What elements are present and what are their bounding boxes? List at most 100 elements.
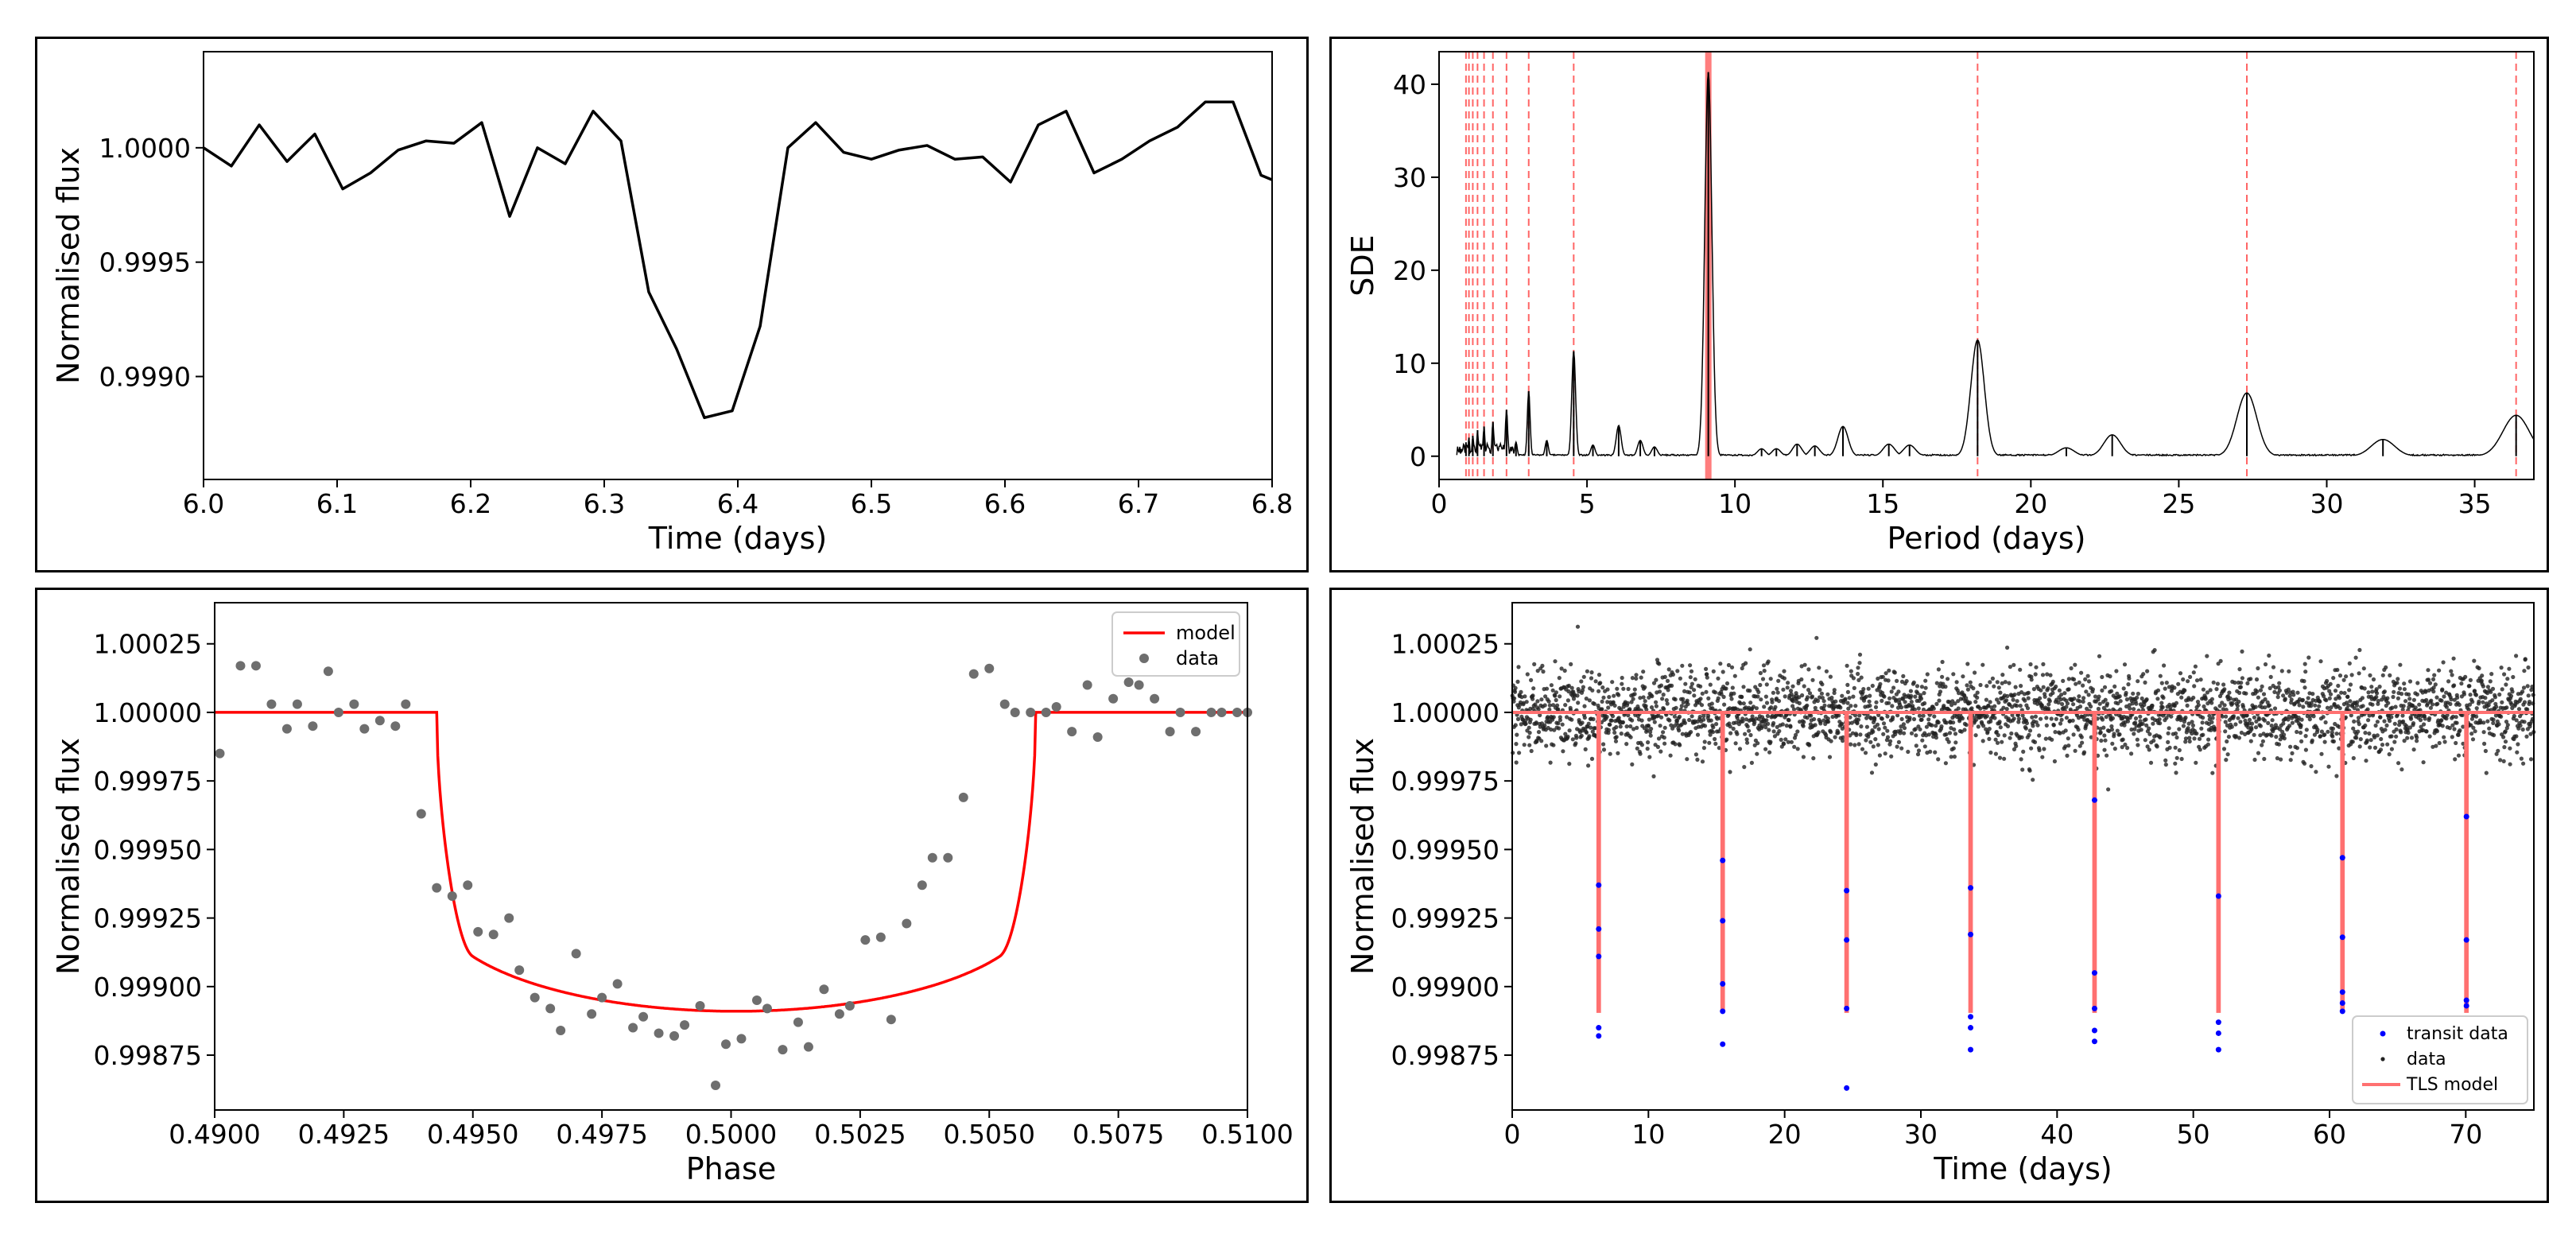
data-point [1551, 743, 1556, 747]
data-point [860, 935, 871, 945]
data-point [1596, 673, 1602, 677]
data-point [2271, 665, 2276, 669]
data-point [1767, 750, 1772, 755]
data-point [2229, 724, 2234, 729]
data-point [2139, 728, 2143, 732]
legend-model-label: model [1176, 622, 1236, 644]
data-point [1889, 689, 1894, 694]
data-point [1658, 724, 1662, 728]
data-point [1677, 714, 1682, 719]
data-point [2163, 758, 2168, 763]
x-tick-label: 6.2 [450, 488, 491, 519]
data-point [2389, 715, 2394, 720]
data-point [2424, 729, 2429, 734]
data-point [2173, 731, 2178, 736]
data-point [2522, 700, 2528, 704]
transit-data-point [2339, 1000, 2345, 1007]
data-point [2451, 656, 2456, 661]
data-point [1548, 760, 1553, 765]
data-point [1877, 753, 1882, 758]
data-point [1682, 720, 1687, 725]
data-point [2453, 757, 2458, 762]
data-point [1849, 669, 1853, 673]
data-point [1997, 755, 2003, 760]
data-point [2060, 701, 2065, 707]
data-point [1606, 705, 1611, 710]
data-point [2097, 694, 2101, 699]
data-point [1897, 697, 1902, 702]
data-point [1788, 724, 1793, 729]
data-point [2186, 679, 2190, 684]
data-point [359, 724, 370, 734]
data-point [2179, 756, 2184, 762]
data-point [1666, 688, 1670, 693]
data-point [1681, 700, 1686, 704]
x-tick-label: 6.4 [717, 488, 758, 519]
data-point [1621, 686, 1626, 691]
data-point [1589, 756, 1595, 761]
data-point [2310, 692, 2315, 697]
data-point [2050, 690, 2055, 696]
data-point [2474, 714, 2479, 719]
data-point [2357, 744, 2362, 749]
data-point [1914, 733, 1918, 738]
data-point [1702, 739, 1707, 744]
data-point [1771, 720, 1776, 726]
data-point [2432, 673, 2437, 677]
data-point [2392, 721, 2397, 726]
data-point [1807, 743, 1812, 747]
data-point [1670, 683, 1674, 688]
data-point [1922, 700, 1927, 706]
data-point [1533, 702, 1538, 707]
transit-data-point [1968, 1046, 1974, 1053]
data-point [1911, 680, 1916, 685]
data-point [2031, 724, 2035, 728]
data-point [1743, 732, 1748, 736]
data-point [1953, 701, 1957, 706]
data-point [2318, 699, 2322, 704]
data-point [1565, 715, 1569, 720]
data-point [2272, 706, 2278, 711]
x-tick-label: 70 [2449, 1119, 2482, 1150]
data-point [1554, 697, 1558, 703]
data-point [875, 932, 886, 942]
data-point [2225, 739, 2229, 744]
data-point [2482, 741, 2487, 746]
data-point [2080, 740, 2085, 745]
data-point [2431, 689, 2436, 694]
data-point [1952, 727, 1957, 732]
data-point [1651, 681, 1657, 685]
data-point [1752, 720, 1757, 724]
data-point [1570, 737, 1575, 742]
data-point [1857, 652, 1863, 657]
data-point [793, 1017, 803, 1027]
data-point [1649, 705, 1655, 710]
data-point [1992, 716, 1997, 720]
data-point [2427, 677, 2431, 682]
data-point [2400, 713, 2405, 718]
data-point [597, 992, 607, 1003]
data-point [2423, 689, 2428, 694]
transit-data-point [1596, 926, 1602, 932]
data-point [2456, 732, 2461, 737]
data-point [2509, 702, 2514, 707]
data-point [1557, 726, 1562, 731]
data-point [2508, 746, 2512, 751]
data-point [2515, 750, 2520, 755]
data-point [1672, 724, 1677, 728]
data-point [2494, 751, 2499, 756]
data-point [2463, 674, 2468, 679]
data-point [2449, 669, 2454, 673]
transit-data-point [1844, 887, 1850, 894]
data-point [1801, 724, 1806, 728]
data-point [1975, 690, 1980, 695]
data-point [2190, 723, 2195, 728]
data-point [2065, 701, 2070, 706]
y-tick-label: 0.99975 [94, 766, 202, 797]
data-point [2429, 698, 2434, 703]
data-point [2112, 747, 2117, 751]
data-point [1919, 717, 1924, 722]
data-point [2491, 720, 2496, 725]
data-point [2330, 730, 2334, 735]
data-point [1748, 700, 1753, 705]
